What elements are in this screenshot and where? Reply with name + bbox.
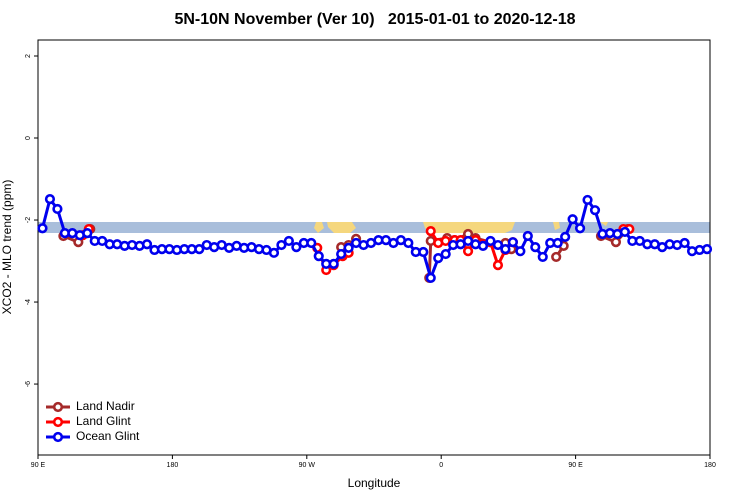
data-point: [37, 223, 48, 234]
data-point: [141, 239, 153, 250]
x-axis-label: Longitude: [348, 476, 401, 490]
chart-title: 5N-10N November (Ver 10) 2015-01-01 to 2…: [174, 11, 575, 28]
legend-marker: [52, 431, 64, 443]
data-point: [194, 244, 205, 255]
data-point: [462, 246, 474, 257]
data-point: [507, 237, 518, 248]
x-tick-label: 180: [167, 462, 179, 469]
data-point: [44, 194, 56, 205]
data-point: [551, 251, 562, 263]
data-point: [276, 239, 287, 251]
data-point: [619, 226, 630, 238]
y-tick-label: 0: [25, 136, 32, 140]
data-point: [313, 251, 324, 262]
data-point: [433, 253, 444, 264]
data-point: [492, 239, 504, 251]
data-point: [552, 237, 563, 249]
data-point: [403, 237, 414, 249]
x-tick-label: 90 E: [568, 462, 583, 469]
data-point: [530, 241, 541, 253]
data-point: [328, 258, 339, 270]
data-point: [567, 214, 578, 225]
data-point: [589, 205, 601, 216]
data-point: [283, 235, 294, 247]
data-point: [425, 272, 436, 283]
data-point: [679, 237, 690, 249]
data-point: [418, 246, 429, 258]
data-point: [492, 260, 504, 271]
data-point: [500, 244, 511, 255]
data-point: [336, 248, 347, 260]
y-axis-label: XCO2 - MLO trend (ppm): [0, 180, 14, 315]
legend-marker: [52, 416, 64, 428]
y-tick-label: -2: [25, 217, 32, 223]
data-point: [560, 231, 571, 242]
data-point: [701, 244, 713, 255]
data-point: [574, 223, 586, 234]
data-point: [477, 240, 489, 251]
x-tick-label: 90 W: [299, 462, 316, 469]
data-point: [440, 235, 451, 247]
legend-label: Land Glint: [76, 414, 131, 428]
y-tick-label: -4: [25, 299, 32, 305]
data-point: [268, 247, 280, 258]
data-point: [440, 248, 451, 260]
legend-marker: [52, 401, 64, 413]
x-tick-label: 180: [704, 462, 716, 469]
x-tick-label: 0: [439, 462, 443, 469]
x-tick-label: 90 E: [31, 462, 46, 469]
data-point: [610, 237, 622, 248]
data-point: [425, 225, 436, 237]
data-point: [515, 246, 526, 257]
data-point: [82, 228, 93, 239]
data-point: [291, 241, 302, 253]
y-tick-label: 2: [25, 54, 32, 58]
data-point: [522, 230, 533, 242]
legend-label: Land Nadir: [76, 399, 135, 413]
data-point: [582, 194, 593, 206]
data-point: [52, 203, 63, 215]
data-point: [343, 242, 354, 254]
data-point: [537, 251, 548, 263]
y-tick-label: -6: [25, 381, 32, 387]
data-point: [485, 235, 496, 247]
map-strip: [38, 222, 710, 233]
legend-label: Ocean Glint: [76, 429, 140, 443]
data-point: [306, 237, 317, 249]
